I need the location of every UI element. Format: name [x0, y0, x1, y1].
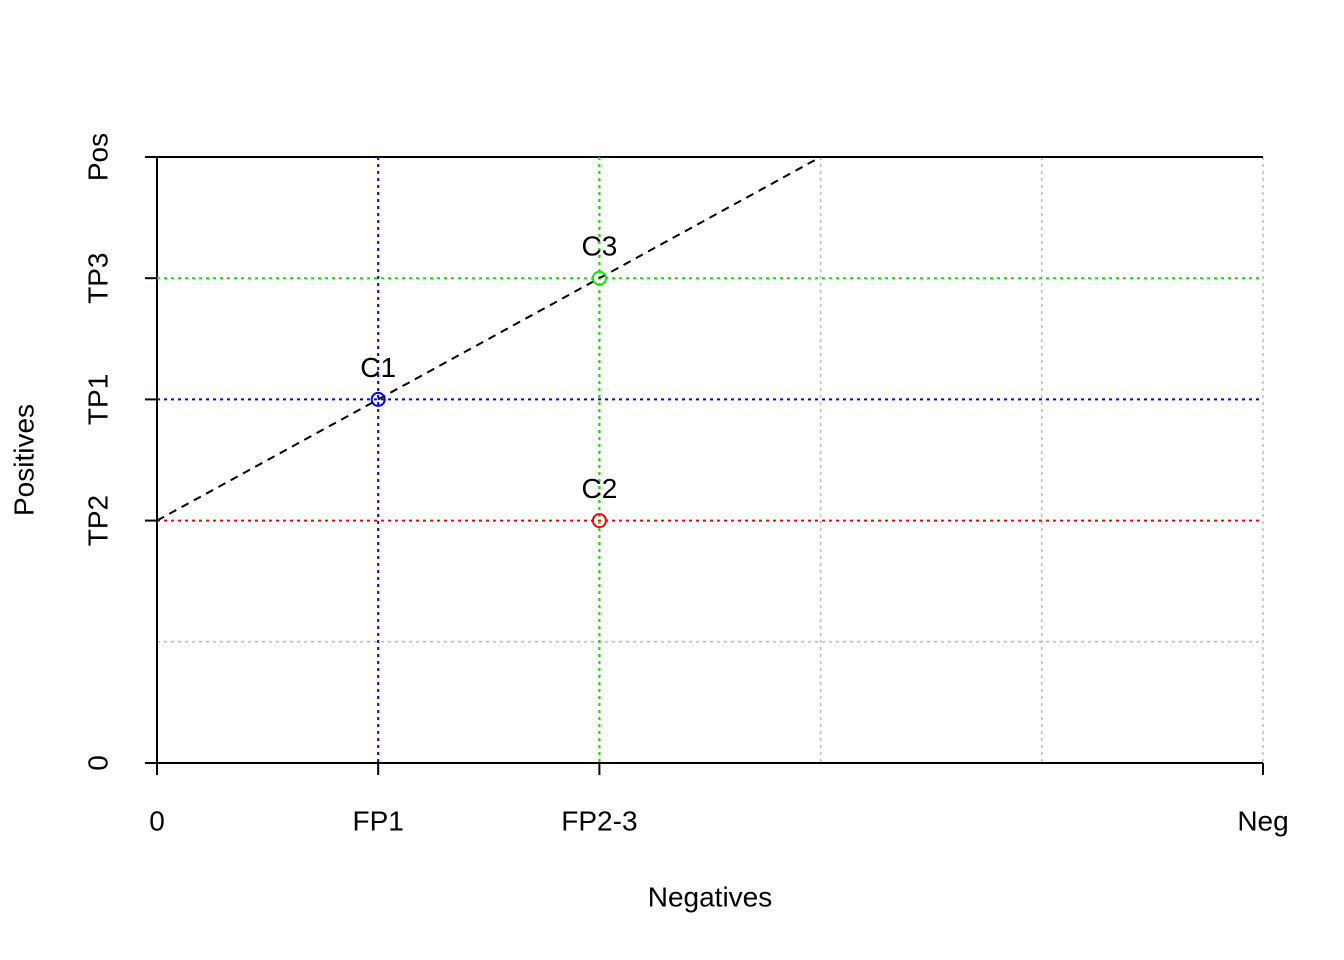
y-tick-label: 0	[82, 755, 113, 771]
x-axis-label: Negatives	[648, 881, 773, 912]
y-tick-label: TP2	[82, 495, 113, 546]
y-tick-label: TP3	[82, 253, 113, 304]
x-tick-label: FP1	[353, 805, 404, 836]
point-label: C1	[360, 352, 396, 383]
x-tick-label: FP2-3	[561, 805, 637, 836]
point-label: C3	[582, 231, 618, 262]
point	[591, 270, 607, 286]
x-tick-label: Neg	[1237, 805, 1288, 836]
diagonal-line	[156, 156, 822, 522]
point-label: C2	[582, 473, 618, 504]
y-axis-label: Positives	[8, 404, 39, 516]
point	[591, 513, 607, 529]
point	[370, 391, 386, 407]
y-tick-label: Pos	[82, 133, 113, 181]
x-tick-label: 0	[149, 805, 165, 836]
y-tick-label: TP1	[82, 374, 113, 425]
